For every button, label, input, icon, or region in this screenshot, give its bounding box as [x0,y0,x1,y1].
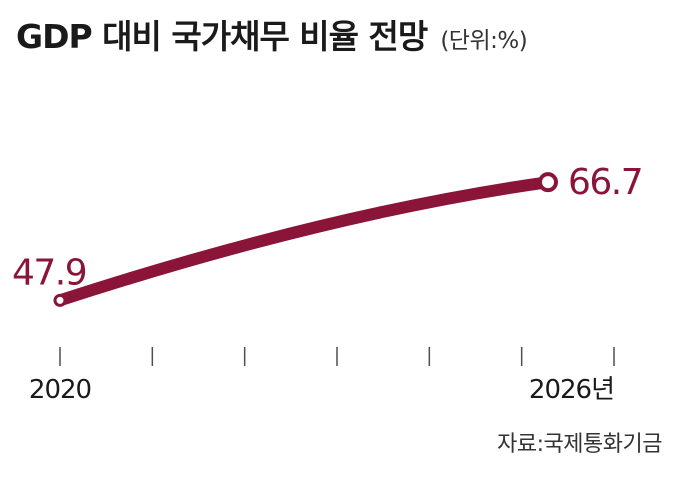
x-axis-ticks [59,347,615,366]
data-point-end [538,172,558,193]
series-group [53,172,558,307]
source-note: 자료:국제통화기금 [497,432,662,457]
x-tick-label-start: 2020 [29,375,91,405]
chart-unit: (단위:%) [440,28,528,54]
data-labels: 47.9 66.7 [12,162,644,293]
data-label-end: 66.7 [568,162,642,203]
series-line [54,176,554,307]
x-tick-label-end: 2026년 [529,375,614,405]
x-axis-tick-labels: 2020 2026년 [29,375,615,405]
data-label-start: 47.9 [12,252,86,293]
chart-title: GDP 대비 국가채무 비율 전망 [16,17,428,56]
chart-title-row: GDP 대비 국가채무 비율 전망 (단위:%) [16,10,528,58]
data-point-start [53,293,67,307]
